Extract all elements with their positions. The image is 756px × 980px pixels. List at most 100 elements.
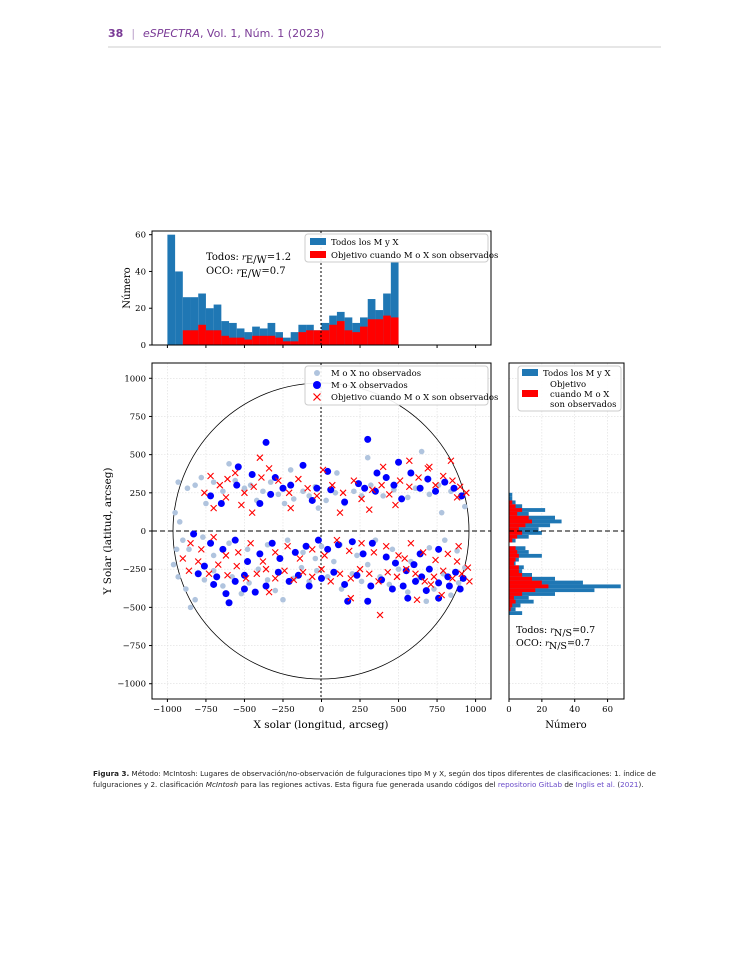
top-bar-all xyxy=(198,293,206,345)
point-not-observed xyxy=(331,558,337,565)
top-bar-all xyxy=(167,234,176,345)
right-bar-target xyxy=(509,546,516,551)
repository-link[interactable]: repositorio GitLab xyxy=(497,780,563,789)
point-not-observed xyxy=(281,500,288,507)
point-observed xyxy=(267,490,275,498)
point-target xyxy=(449,574,456,582)
right-bar-target xyxy=(509,538,513,543)
point-target xyxy=(425,463,433,471)
point-target xyxy=(384,568,392,576)
right-bar-target xyxy=(509,595,514,600)
main-y-tick-label: 250 xyxy=(130,489,146,499)
citation-year-link[interactable]: 2021 xyxy=(620,780,639,789)
point-not-observed xyxy=(315,505,322,511)
point-target xyxy=(318,565,325,573)
point-observed xyxy=(399,582,407,590)
caption-text-2: para las regiones activas. Esta figura f… xyxy=(238,780,498,789)
top-y-tick-label: 60 xyxy=(135,231,146,241)
point-target xyxy=(222,552,230,559)
point-target xyxy=(432,556,439,564)
right-bar-target xyxy=(509,508,523,512)
right-axes-frame xyxy=(508,362,625,700)
point-observed xyxy=(407,469,415,477)
main-legend-marker-observed xyxy=(313,381,321,389)
right-bar-all xyxy=(509,580,583,585)
point-target xyxy=(368,486,376,494)
point-not-observed xyxy=(290,496,297,502)
top-legend-box xyxy=(304,233,489,263)
point-target xyxy=(287,504,295,512)
top-annotation-oco: OCO: rE/W=0.7 xyxy=(206,266,286,280)
point-observed xyxy=(422,587,430,595)
right-bar-target xyxy=(509,515,529,520)
top-bar-all xyxy=(390,262,399,345)
point-target xyxy=(294,475,302,483)
top-y-ticks: 0 20 40 60 xyxy=(135,231,152,351)
citation-link[interactable]: Inglis et al. xyxy=(575,780,616,789)
top-legend-label-target: Objetivo cuando M o X son observados xyxy=(331,251,498,261)
point-not-observed xyxy=(380,493,386,499)
point-target xyxy=(379,463,387,471)
point-target xyxy=(233,562,241,570)
point-target xyxy=(395,552,402,559)
point-target xyxy=(271,548,279,556)
right-bar-target xyxy=(509,504,516,509)
point-target xyxy=(224,475,231,483)
point-observed xyxy=(450,484,458,492)
point-target xyxy=(345,547,353,555)
right-x-tick-label: 40 xyxy=(569,705,580,715)
main-x-ticks: −1000 −750 −500 −250 0 250 500 750 1000 xyxy=(153,699,486,715)
point-target xyxy=(358,495,365,503)
right-histogram-bars xyxy=(509,492,621,615)
point-observed xyxy=(334,541,342,549)
top-histogram: 0 20 40 60 Número Todos: rE/W=1.2 OCO: rE/W… xyxy=(122,230,498,351)
point-not-observed xyxy=(198,474,205,481)
right-bar-target xyxy=(509,584,549,589)
point-not-observed xyxy=(323,497,329,504)
point-target xyxy=(462,489,470,497)
top-bar-target xyxy=(313,330,322,345)
right-bar-all xyxy=(509,511,529,516)
point-target xyxy=(234,548,242,556)
top-y-tick-label: 40 xyxy=(135,267,146,277)
right-bar-target xyxy=(509,592,523,596)
point-target xyxy=(214,561,222,568)
point-observed xyxy=(305,582,313,590)
top-bar-target xyxy=(267,335,276,345)
top-y-axis-label: Número xyxy=(122,267,133,308)
point-target xyxy=(347,594,355,602)
point-observed xyxy=(314,536,322,544)
point-observed xyxy=(341,580,349,588)
right-legend-label-target-3: son observados xyxy=(550,400,616,410)
right-bar-target xyxy=(509,573,523,577)
point-observed xyxy=(240,585,248,593)
point-target xyxy=(237,501,245,509)
point-target xyxy=(402,565,410,573)
point-target xyxy=(296,555,304,562)
right-legend-box xyxy=(517,365,622,412)
main-x-tick-label: −1000 xyxy=(153,705,182,715)
point-target xyxy=(247,539,255,547)
point-observed xyxy=(302,542,310,550)
point-observed xyxy=(390,481,398,489)
point-not-observed xyxy=(412,485,419,492)
main-y-tick-label: −750 xyxy=(123,642,146,652)
point-not-observed xyxy=(312,555,319,562)
point-not-observed xyxy=(354,552,360,559)
caption-text-1: Método: McIntosh: Lugares de observación… xyxy=(93,769,656,789)
point-not-observed xyxy=(431,586,437,592)
point-not-observed xyxy=(229,574,235,580)
point-target xyxy=(358,539,365,547)
right-x-tick-label: 20 xyxy=(536,705,547,715)
point-not-observed xyxy=(368,482,374,488)
point-target xyxy=(356,565,364,573)
top-bar-all xyxy=(175,271,183,345)
top-bar-target xyxy=(275,337,283,345)
point-observed xyxy=(248,470,256,478)
right-bar-all xyxy=(509,508,546,512)
point-target xyxy=(333,536,341,544)
point-observed xyxy=(367,582,375,590)
point-observed xyxy=(279,484,287,492)
point-target xyxy=(427,581,435,588)
point-observed xyxy=(364,435,372,443)
